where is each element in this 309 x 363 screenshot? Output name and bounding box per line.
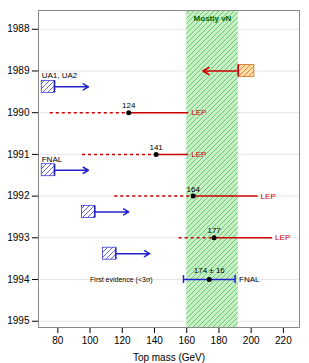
svg-text:174 ± 16: 174 ± 16: [194, 266, 226, 275]
svg-text:1994: 1994: [7, 274, 30, 285]
svg-text:141: 141: [149, 143, 163, 152]
svg-text:1990: 1990: [7, 107, 30, 118]
svg-text:200: 200: [243, 335, 260, 346]
svg-text:Mostly vN: Mostly vN: [194, 14, 232, 23]
svg-text:1995: 1995: [7, 315, 30, 326]
svg-text:1988: 1988: [7, 23, 30, 34]
svg-text:80: 80: [52, 335, 64, 346]
svg-text:160: 160: [178, 335, 195, 346]
svg-text:First evidence (<3σ): First evidence (<3σ): [90, 276, 152, 284]
svg-text:140: 140: [146, 335, 163, 346]
svg-text:100: 100: [82, 335, 99, 346]
svg-text:220: 220: [275, 335, 292, 346]
svg-text:120: 120: [114, 335, 131, 346]
svg-text:UA1, UA2: UA1, UA2: [42, 71, 78, 80]
svg-text:LEP: LEP: [261, 192, 276, 201]
svg-text:1993: 1993: [7, 232, 30, 243]
svg-text:1989: 1989: [7, 65, 30, 76]
svg-text:124: 124: [122, 101, 136, 110]
svg-text:LEP: LEP: [275, 233, 290, 242]
svg-text:180: 180: [211, 335, 228, 346]
svg-text:FNAL: FNAL: [42, 155, 63, 164]
svg-text:177: 177: [207, 226, 221, 235]
svg-text:1992: 1992: [7, 190, 30, 201]
svg-text:164: 164: [186, 185, 200, 194]
svg-text:1991: 1991: [7, 149, 30, 160]
svg-text:LEP: LEP: [191, 108, 206, 117]
svg-text:LEP: LEP: [191, 150, 206, 159]
svg-text:Top mass (GeV): Top mass (GeV): [133, 352, 205, 363]
svg-text:FNAL: FNAL: [239, 275, 260, 284]
